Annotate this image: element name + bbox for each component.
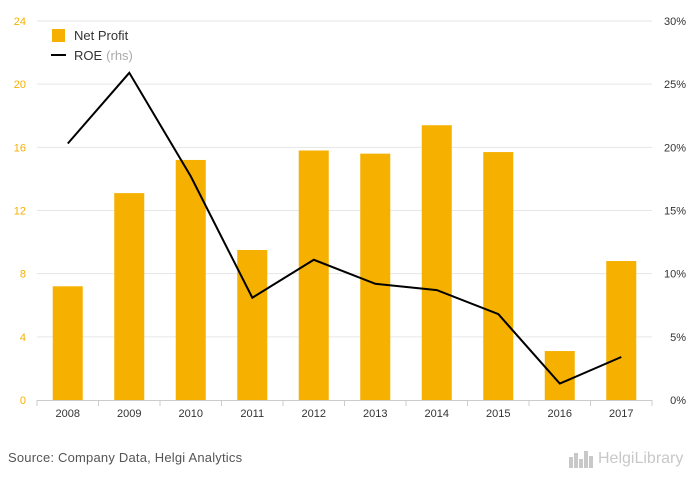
right-axis-tick-label: 20% <box>664 142 686 154</box>
x-axis-tick-label: 2017 <box>609 408 633 420</box>
net-profit-bar <box>298 150 329 400</box>
helgi-library-logo: HelgiLibrary <box>568 448 683 470</box>
legend-swatch-net-profit <box>52 29 65 42</box>
left-axis-tick-label: 8 <box>20 269 26 281</box>
left-axis-tick-label: 4 <box>20 332 26 344</box>
legend-label-roe-suffix: (rhs) <box>106 48 133 63</box>
source-note: Source: Company Data, Helgi Analytics <box>8 450 243 465</box>
right-axis-tick-label: 5% <box>670 332 686 344</box>
net-profit-bar <box>237 249 268 400</box>
x-axis-tick-label: 2015 <box>486 408 510 420</box>
left-axis-tick-label: 0 <box>20 395 26 407</box>
x-axis: 2008 2009 2010 2011 2012 2013 2014 2015 2016 2017 <box>36 400 653 420</box>
net-profit-bars <box>52 125 637 400</box>
legend-label-net-profit: Net Profit <box>74 28 129 43</box>
x-axis-tick-label: 2014 <box>425 408 449 420</box>
right-axis-tick-label: 10% <box>664 269 686 281</box>
right-axis-tick-label: 0% <box>670 395 686 407</box>
legend-label-roe-name: ROE <box>74 48 103 63</box>
net-profit-bar <box>114 193 145 400</box>
x-axis-tick-label: 2012 <box>302 408 326 420</box>
net-profit-bar <box>544 351 575 400</box>
net-profit-bar <box>360 153 391 400</box>
net-profit-bar <box>52 286 83 400</box>
net-profit-bar <box>421 125 452 400</box>
x-axis-tick-label: 2010 <box>179 408 203 420</box>
city-skyline-icon <box>569 451 593 468</box>
right-axis-tick-label: 15% <box>664 206 686 218</box>
net-profit-bar <box>606 261 637 400</box>
right-axis-ticks: 0% 5% 10% 15% 20% 25% 30% <box>664 16 686 407</box>
legend: Net Profit ROE (rhs) <box>51 28 133 63</box>
left-axis-tick-label: 24 <box>14 16 26 28</box>
logo-text: HelgiLibrary <box>598 450 684 467</box>
left-axis-tick-label: 12 <box>14 206 26 218</box>
x-axis-tick-label: 2011 <box>240 408 264 420</box>
net-profit-bar <box>483 152 514 400</box>
left-axis-ticks: 0 4 8 12 16 20 24 <box>14 16 26 407</box>
x-axis-tick-label: 2016 <box>548 408 572 420</box>
net-profit-bar <box>175 159 206 400</box>
roe-line <box>67 71 622 385</box>
left-axis-tick-label: 16 <box>14 142 26 154</box>
x-axis-tick-label: 2008 <box>56 408 80 420</box>
right-axis-tick-label: 30% <box>664 16 686 28</box>
chart: 2008 2009 2010 2011 2012 2013 2014 2015 2016 2017… <box>14 16 686 420</box>
legend-label-roe: ROE (rhs) <box>74 48 133 63</box>
x-axis-tick-label: 2013 <box>363 408 387 420</box>
left-axis-tick-label: 20 <box>14 79 26 91</box>
right-axis-tick-label: 25% <box>664 79 686 91</box>
roe-series-line <box>67 71 622 385</box>
x-axis-tick-label: 2009 <box>117 408 141 420</box>
